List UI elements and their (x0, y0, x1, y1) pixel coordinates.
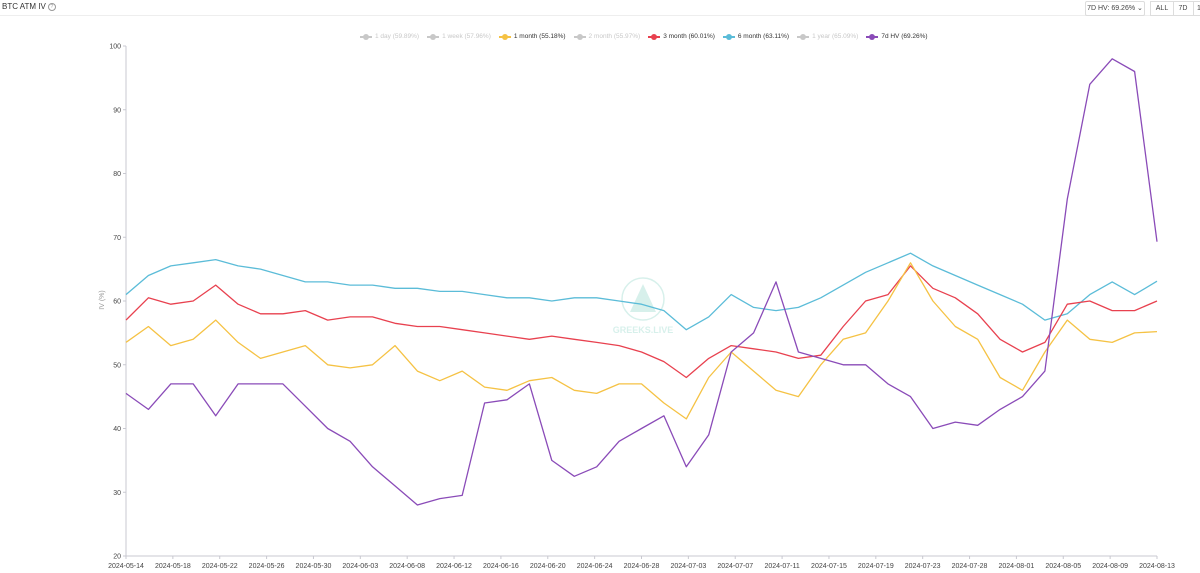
legend-label: 2 month (55.97%) (588, 33, 641, 40)
chevron-down-icon: ⌄ (1137, 5, 1143, 12)
legend-marker-icon (360, 33, 372, 40)
legend-item[interactable]: 6 month (63.11%) (722, 33, 790, 40)
hv-select-dropdown[interactable]: 7D HV: 69.26% ⌄ (1085, 1, 1145, 16)
y-tick-label: 80 (113, 171, 121, 178)
x-tick-label: 2024-08-05 (1045, 563, 1081, 570)
y-tick-label: 60 (113, 299, 121, 306)
legend-marker-icon (866, 33, 879, 40)
legend-label: 1 week (57.96%) (442, 33, 491, 40)
legend-label: 1 day (59.89%) (375, 33, 420, 40)
x-tick-label: 2024-06-08 (389, 563, 425, 570)
x-tick-label: 2024-06-28 (624, 563, 660, 570)
x-tick-label: 2024-07-03 (670, 563, 706, 570)
y-tick-label: 100 (109, 44, 121, 51)
chart-header: BTC ATM IV? 7D HV: 69.26% ⌄ ALL 7D 1 (0, 0, 1200, 16)
legend-marker-icon (498, 33, 511, 40)
x-tick-label: 2024-06-16 (483, 563, 519, 570)
series-line-7d-hv (125, 58, 1158, 506)
chart-legend: 1 day (59.89%) 1 week (57.96%) 1 month (55… (360, 33, 928, 40)
title-text: BTC ATM IV (2, 2, 46, 11)
range-1-button[interactable]: 1 (1194, 1, 1200, 16)
x-tick-label: 2024-07-19 (858, 563, 894, 570)
legend-label: 7d HV (69.26%) (881, 33, 928, 40)
x-tick-label: 2024-08-09 (1092, 563, 1128, 570)
x-tick-label: 2024-05-22 (202, 563, 238, 570)
chart-title: BTC ATM IV? (2, 2, 56, 11)
x-tick-label: 2024-06-12 (436, 563, 472, 570)
legend-label: 1 month (55.18%) (513, 33, 566, 40)
x-tick-label: 2024-07-11 (764, 563, 799, 570)
legend-item[interactable]: 1 month (55.18%) (498, 33, 566, 40)
legend-marker-icon (573, 33, 586, 40)
legend-item[interactable]: 1 day (59.89%) (360, 33, 419, 40)
range-7d-button[interactable]: 7D (1173, 1, 1194, 16)
x-tick-label: 2024-07-23 (905, 563, 941, 570)
series-line-1-month (125, 262, 1158, 420)
legend-label: 6 month (63.11%) (737, 33, 790, 40)
legend-label: 3 month (60.01%) (663, 33, 715, 40)
x-tick-label: 2024-06-24 (577, 563, 613, 570)
legend-item[interactable]: 3 month (60.01%) (648, 33, 715, 40)
watermark-logo: GREEKS.LIVE (613, 277, 674, 335)
y-tick-label: 70 (113, 235, 121, 242)
legend-marker-icon (722, 33, 735, 40)
y-axis-label: IV (%) (99, 290, 106, 309)
x-tick-label: 2024-06-20 (530, 563, 566, 570)
x-tick-label: 2024-08-13 (1139, 563, 1175, 570)
x-tick-label: 2024-07-15 (811, 563, 847, 570)
y-tick-label: 90 (113, 107, 121, 114)
legend-label: 1 year (65.09%) (812, 33, 859, 40)
y-tick-label: 50 (113, 362, 121, 369)
hv-select-value: 7D HV: 69.26% (1087, 5, 1136, 12)
series-line-6-month (125, 252, 1158, 331)
y-tick-label: 30 (113, 490, 121, 497)
series-line-3-month (125, 265, 1158, 379)
y-tick-label: 20 (113, 554, 121, 561)
legend-item[interactable]: 2 month (55.97%) (573, 33, 641, 40)
legend-item[interactable]: 1 week (57.96%) (427, 33, 491, 40)
y-tick-label: 40 (113, 426, 121, 433)
x-tick-label: 2024-05-30 (296, 563, 332, 570)
x-tick-label: 2024-07-07 (717, 563, 753, 570)
range-all-button[interactable]: ALL (1150, 1, 1174, 16)
x-tick-label: 2024-08-01 (999, 563, 1035, 570)
x-tick-label: 2024-05-18 (155, 563, 191, 570)
x-tick-label: 2024-05-14 (108, 563, 144, 570)
legend-marker-icon (797, 33, 810, 40)
watermark-text: GREEKS.LIVE (613, 325, 674, 335)
legend-marker-icon (648, 33, 661, 40)
x-tick-label: 2024-05-26 (249, 563, 285, 570)
x-tick-label: 2024-06-03 (342, 563, 378, 570)
legend-marker-icon (427, 33, 440, 40)
legend-item[interactable]: 1 year (65.09%) (797, 33, 858, 40)
help-icon[interactable]: ? (47, 2, 56, 11)
legend-item[interactable]: 7d HV (69.26%) (866, 33, 928, 40)
x-tick-label: 2024-07-28 (952, 563, 988, 570)
